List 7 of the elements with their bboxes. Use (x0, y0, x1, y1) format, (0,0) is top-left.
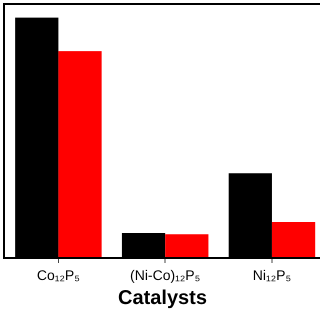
x-tick-label: Co₁₂P₅ (36, 266, 80, 283)
x-axis-title: Catalysts (118, 286, 207, 309)
x-tick-label: (Ni-Co)₁₂P₅ (130, 266, 200, 283)
x-tick-label: Ni₁₂P₅ (252, 266, 292, 283)
bar (58, 51, 102, 257)
bar (165, 234, 208, 257)
bar (272, 222, 316, 257)
